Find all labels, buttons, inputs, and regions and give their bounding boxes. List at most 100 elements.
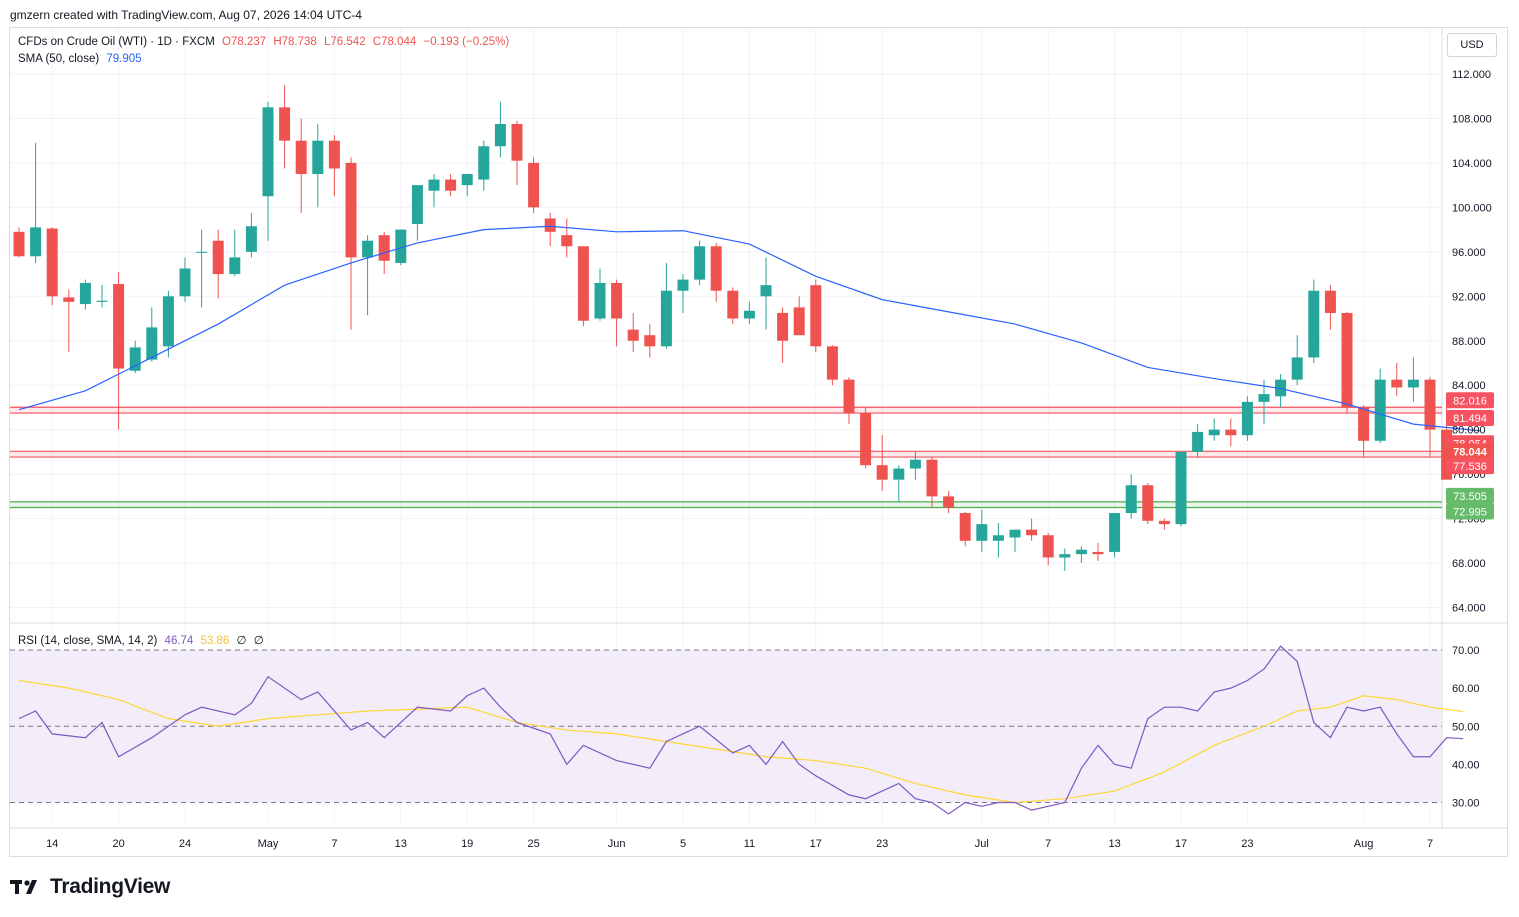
time-tick-label: 5: [680, 838, 686, 850]
candle-body: [1308, 290, 1320, 358]
candle-body: [1026, 529, 1038, 536]
candle-body: [528, 162, 540, 208]
candle-body: [976, 524, 988, 541]
rsi-extra-2: ∅: [253, 635, 264, 647]
price-label: 72.995: [1453, 507, 1487, 519]
candle-body: [494, 124, 506, 147]
legend-symbol[interactable]: CFDs on Crude Oil (WTI) · 1D · FXCM: [18, 36, 215, 48]
candle-body: [1075, 549, 1087, 555]
price-tick-label: 84.000: [1452, 380, 1486, 392]
rsi-label[interactable]: RSI (14, close, SMA, 14, 2): [18, 635, 158, 647]
candle-body: [992, 535, 1004, 541]
sma-50-line: [18, 225, 1480, 432]
time-tick-label: 7: [331, 838, 337, 850]
candle-body: [1208, 429, 1220, 436]
price-label-box: [1446, 443, 1494, 460]
price-label: 77.536: [1453, 461, 1487, 473]
candle-body: [511, 124, 523, 161]
candle-body: [760, 285, 772, 297]
price-label-box: [1446, 487, 1494, 504]
legend-open: O78.237: [222, 36, 267, 48]
time-tick-label: 13: [395, 838, 407, 850]
candle-body: [445, 179, 457, 191]
rsi-extra-1: ∅: [236, 635, 247, 647]
price-tick-label: 88.000: [1452, 336, 1486, 348]
horizontal-zones: [10, 406, 1442, 509]
candle-body: [245, 226, 257, 252]
price-tick-label: 96.000: [1452, 247, 1486, 259]
price-tick-label: 112.000: [1452, 69, 1491, 81]
candle-body: [1175, 451, 1187, 525]
candle-body: [793, 307, 805, 336]
legend-change: −0.193 (−0.25%): [423, 36, 510, 48]
price-label: 73.505: [1453, 491, 1487, 503]
time-tick-label: 17: [810, 838, 822, 850]
candle-body: [212, 240, 224, 275]
candle-body: [826, 346, 838, 380]
candle-body: [129, 347, 141, 371]
time-tick-label: May: [258, 838, 279, 850]
candle-body: [162, 296, 174, 347]
time-tick-label: 11: [744, 838, 755, 850]
support-zone-fill: [10, 501, 1442, 508]
candle-body: [13, 231, 25, 257]
main-legend: CFDs on Crude Oil (WTI) · 1D · FXCM O78.…: [18, 36, 513, 48]
time-tick-label: 17: [1175, 838, 1187, 850]
sma-line: [18, 225, 1480, 432]
candle-body: [926, 459, 938, 497]
rsi-ma-value: 53.86: [200, 635, 230, 647]
candle-body: [1092, 551, 1104, 555]
price-tick-label: 64.000: [1452, 603, 1486, 615]
sma-value: 79.905: [106, 53, 142, 65]
candle-body: [1158, 520, 1170, 525]
time-tick-label: 23: [876, 838, 888, 850]
candle-body: [1258, 394, 1270, 402]
sma-legend: SMA (50, close) 79.905: [18, 53, 146, 65]
time-tick-label: Jun: [608, 838, 626, 850]
legend-low: L76.542: [324, 36, 366, 48]
time-tick-label: Aug: [1354, 838, 1374, 850]
candle-body: [295, 140, 307, 175]
candle-body: [860, 412, 872, 466]
candle-body: [1424, 379, 1436, 430]
price-label: 78.044: [1453, 446, 1488, 458]
candle-body: [909, 459, 921, 469]
candle-body: [544, 218, 556, 232]
candle-body: [876, 465, 888, 480]
rsi-tick-label: 40.00: [1452, 759, 1480, 771]
candle-body: [1291, 357, 1303, 380]
rsi-tick-label: 60.00: [1452, 683, 1480, 695]
candle-body: [893, 468, 905, 480]
candle-body: [345, 162, 357, 258]
rsi-value: 46.74: [164, 635, 194, 647]
candle-body: [46, 228, 58, 297]
rsi-panel: 70.00 60.00 50.00 40.00 30.00: [10, 645, 1480, 815]
candle-body: [577, 246, 589, 321]
time-tick-label: 24: [179, 838, 191, 850]
candle-body: [196, 251, 208, 253]
candle-body: [1324, 290, 1336, 313]
candle-body: [1142, 485, 1154, 521]
price-label-box: [1446, 458, 1494, 475]
time-axis[interactable]: 14 20 24 May 7 13 19 25 Jun 5 11 17 23 Jul 7 13 17 23 Aug 7: [46, 838, 1433, 850]
price-label-box: [1446, 410, 1494, 427]
price-tick-label: 92.000: [1452, 291, 1486, 303]
candle-body: [411, 185, 423, 225]
candle-body: [959, 513, 971, 541]
candle-body: [710, 246, 722, 291]
time-tick-label: 7: [1427, 838, 1433, 850]
sma-label[interactable]: SMA (50, close): [18, 53, 100, 65]
tradingview-logo: TradingView: [10, 875, 170, 899]
rsi-tick-label: 70.00: [1452, 645, 1480, 657]
time-tick-label: 13: [1108, 838, 1120, 850]
currency-selector[interactable]: USD: [1447, 33, 1497, 57]
time-tick-label: 25: [527, 838, 539, 850]
candle-body: [312, 140, 324, 175]
rsi-line: [18, 645, 1464, 815]
time-tick-label: 20: [112, 838, 124, 850]
price-axis[interactable]: 112.000 108.000 104.000 100.000 96.000 92.000…: [1452, 69, 1492, 615]
time-tick-label: 23: [1241, 838, 1253, 850]
candle-body: [694, 246, 706, 280]
time-tick-label: 19: [461, 838, 473, 850]
